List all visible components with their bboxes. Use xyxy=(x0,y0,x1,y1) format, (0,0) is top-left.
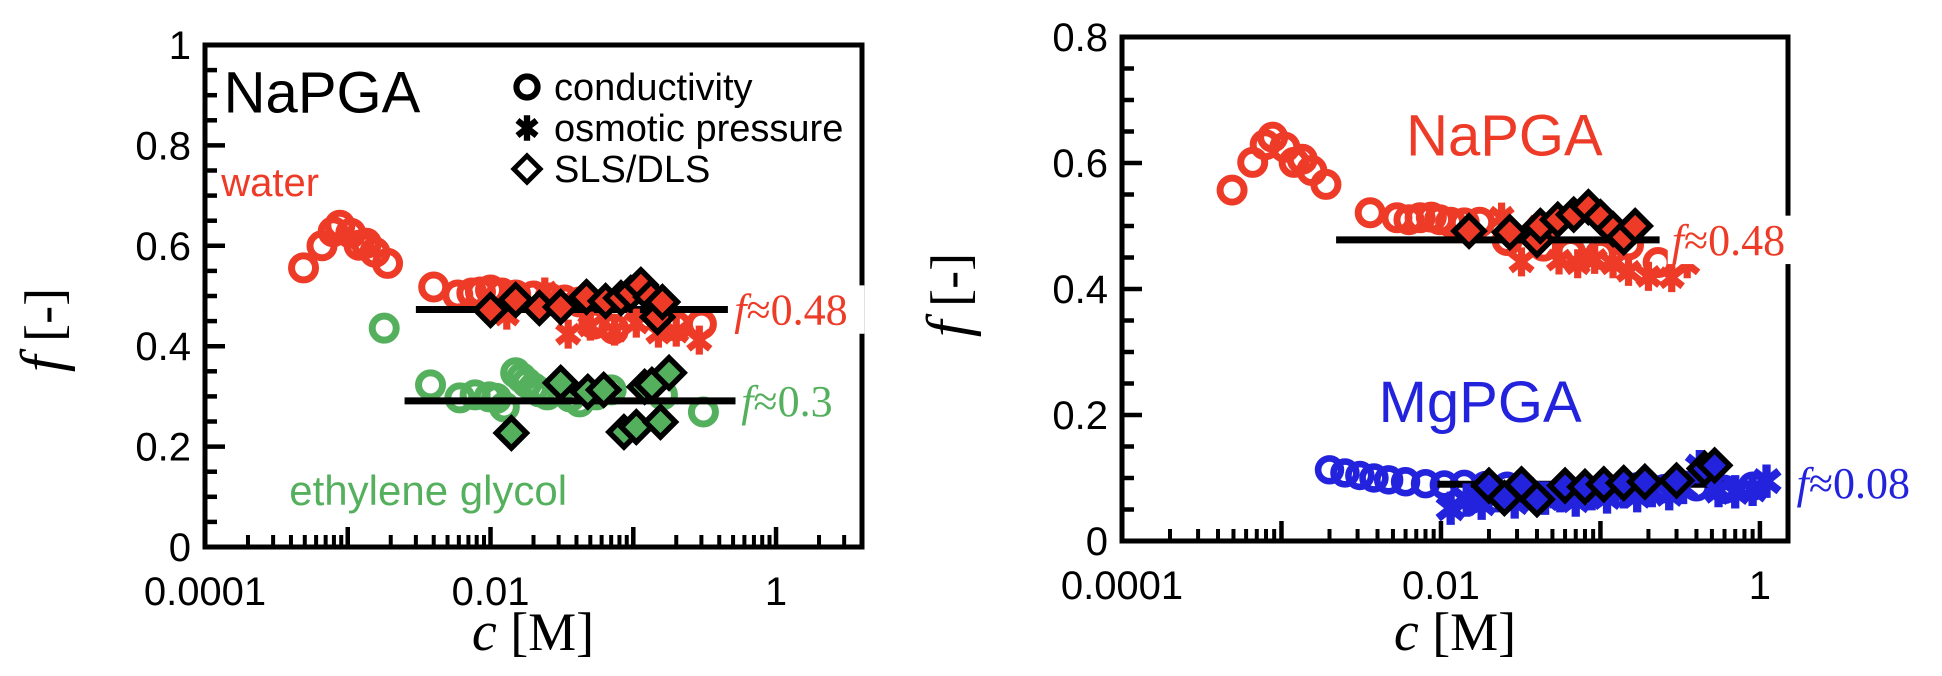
x-tick-label: 1 xyxy=(765,570,787,614)
circle-marker xyxy=(418,271,450,303)
x-axis-label: c [M] xyxy=(1394,601,1516,663)
diamond-marker xyxy=(492,414,531,452)
asterisk-marker xyxy=(1635,261,1662,291)
y-tick-label: 1 xyxy=(169,24,191,68)
asterisk-marker xyxy=(555,319,582,349)
circle-marker xyxy=(1404,202,1436,234)
diamond-marker xyxy=(471,291,510,329)
x-tick-label: 0.0001 xyxy=(1061,564,1183,608)
circle-marker xyxy=(1354,197,1386,229)
diamond-marker xyxy=(541,363,580,402)
series-mgpga-sls-dls xyxy=(1470,446,1734,519)
y-tick-label: 0.4 xyxy=(1052,268,1108,312)
asterisk-marker xyxy=(577,311,604,341)
annotations-right-plot: NaPGA MgPGA f≈0.48 f≈0.08 xyxy=(1379,104,1927,508)
y-tick-label: 0.6 xyxy=(135,225,191,269)
asterisk-marker xyxy=(686,325,713,355)
label-f-048-bg xyxy=(1667,215,1802,265)
y-axis-label: f [-] xyxy=(915,253,981,337)
asterisk-marker xyxy=(1508,247,1535,277)
asterisk-marker xyxy=(1545,245,1573,275)
axes-right-plot: 0 0.2 0.4 0.6 0.8 0.0001 0.01 1 xyxy=(1052,16,1791,608)
y-tick-label: 0.4 xyxy=(135,325,191,369)
y-tick-label: 0.2 xyxy=(135,426,191,470)
diamond-marker xyxy=(1616,207,1655,245)
circle-marker xyxy=(513,73,541,101)
circle-marker xyxy=(1410,468,1441,499)
x-tick-label: 0.01 xyxy=(1402,564,1480,608)
diamond-marker xyxy=(1657,461,1696,500)
diamond-marker xyxy=(641,403,680,441)
circle-marker xyxy=(1373,465,1404,495)
y-axis-label: f [-] xyxy=(9,288,75,372)
label-napga: NaPGA xyxy=(1406,104,1603,169)
diamond-marker xyxy=(1626,462,1664,501)
annotations-left-plot: NaPGA water ethylene glycol f≈0.48 f≈0.3 xyxy=(220,60,865,514)
series-napga-sls-dls xyxy=(1450,188,1655,259)
circle-marker xyxy=(488,391,520,423)
diamond-marker xyxy=(1695,446,1734,485)
y-tick-label: 0 xyxy=(1086,520,1108,564)
legend-label: SLS/DLS xyxy=(554,149,710,191)
label-f-048: f≈0.48 xyxy=(1672,216,1785,265)
label-f-03: f≈0.3 xyxy=(741,377,832,426)
label-f-048: f≈0.48 xyxy=(734,286,847,335)
circle-marker xyxy=(368,312,400,344)
y-tick-label: 0.8 xyxy=(1052,16,1108,60)
y-tick-label: 0.2 xyxy=(1052,394,1108,438)
axes-left-plot: 0 0.2 0.4 0.6 0.8 1 0.0001 0.01 1 xyxy=(135,24,865,614)
circle-marker xyxy=(288,252,320,284)
diamond-marker xyxy=(510,152,544,186)
legend-label: conductivity xyxy=(554,67,753,109)
label-f-048-bg xyxy=(730,285,865,334)
x-tick-label: 0.0001 xyxy=(144,570,266,614)
circle-marker xyxy=(1216,174,1248,206)
label-f-03-bg xyxy=(737,376,851,426)
circle-marker xyxy=(1330,458,1360,488)
circle-marker xyxy=(1314,455,1345,485)
asterisk-marker xyxy=(1581,244,1608,274)
label-ethylene-glycol: ethylene glycol xyxy=(289,467,567,514)
diamond-marker xyxy=(1518,480,1556,519)
x-tick-label: 0.01 xyxy=(452,570,530,614)
asterisk-marker xyxy=(1599,249,1627,279)
diamond-marker xyxy=(650,353,688,392)
label-water: water xyxy=(220,161,319,205)
diamond-marker xyxy=(1450,212,1488,250)
circle-marker xyxy=(1359,463,1389,493)
label-f-008-bg xyxy=(1792,458,1927,508)
chart-left-plot: 0 0.2 0.4 0.6 0.8 1 0.0001 0.01 1 c [M] f [-] condu… xyxy=(9,24,865,663)
circle-marker xyxy=(1310,168,1342,200)
asterisk-marker xyxy=(601,316,628,346)
asterisk-marker xyxy=(1615,256,1642,286)
x-tick-label: 1 xyxy=(1749,564,1771,608)
diamond-marker xyxy=(584,370,623,409)
series-water-sls-dls xyxy=(471,266,682,336)
asterisk-marker xyxy=(1751,464,1782,498)
diamond-marker xyxy=(643,283,682,321)
series-ethylene-glycol-sls-dls xyxy=(492,353,688,452)
asterisk-marker xyxy=(515,115,539,141)
diamond-marker xyxy=(541,288,580,326)
asterisk-marker xyxy=(663,317,690,347)
circle-marker xyxy=(1345,460,1375,491)
x-axis-label: c [M] xyxy=(472,601,594,663)
label-mgpga: MgPGA xyxy=(1379,370,1582,435)
y-tick-label: 0 xyxy=(169,526,191,570)
diamond-marker xyxy=(1490,213,1529,252)
circle-marker xyxy=(372,247,404,279)
chart-right-plot: 0 0.2 0.4 0.6 0.8 0.0001 0.01 1 c [M] f [-] NaPGA M… xyxy=(915,16,1927,663)
legend-label: osmotic pressure xyxy=(554,108,843,150)
y-tick-label: 0.8 xyxy=(135,124,191,168)
title-napga: NaPGA xyxy=(224,60,421,125)
circle-marker xyxy=(415,369,447,401)
asterisk-marker xyxy=(1564,249,1591,279)
label-f-008: f≈0.08 xyxy=(1797,459,1910,508)
y-tick-label: 0.6 xyxy=(1052,142,1108,186)
